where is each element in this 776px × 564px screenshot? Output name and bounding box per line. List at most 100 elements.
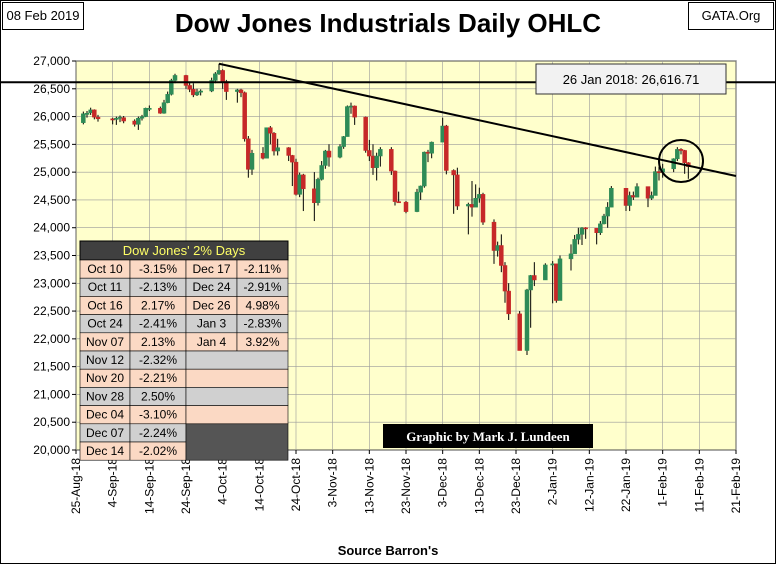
table-cell: -2.11% [244, 262, 281, 276]
candle [653, 166, 658, 196]
candle-body [422, 151, 427, 187]
candle-body [557, 258, 563, 301]
candle-body [550, 263, 555, 266]
candle-body [418, 185, 423, 193]
candle [95, 114, 101, 122]
table-row: Nov 07 2.13% Jan 4 3.92% [79, 332, 289, 352]
table-row: Nov 28 2.50% [79, 387, 289, 406]
candle [249, 149, 255, 175]
candle-body [554, 263, 559, 301]
candle-body [319, 165, 324, 180]
candle-body [323, 150, 328, 166]
table-cell: Dec 04 [86, 408, 124, 422]
candle [367, 139, 372, 162]
y-tick-label: 25,000 [33, 165, 70, 179]
candle-body [220, 70, 225, 82]
candle-body [213, 73, 218, 81]
reference-annotation: 26 Jan 2018: 26,616.71 [535, 63, 727, 95]
table-row: Oct 24 -2.41% Jan 3 -2.83% [79, 314, 289, 334]
y-axis: 20,000 20,500 21,000 21,500 22,000 22,500 23,0… [33, 54, 76, 457]
candle [554, 263, 559, 303]
candle [81, 111, 86, 125]
table-cell: 2.50% [141, 389, 175, 403]
table-row: Oct 11 -2.13% Dec 24 -2.91% [79, 277, 289, 297]
candle [678, 148, 684, 155]
x-tick-label: 13-Nov-18 [362, 458, 376, 514]
x-tick-label: 24-Oct-18 [289, 458, 303, 512]
candle-body [425, 151, 431, 154]
candle-body [466, 204, 471, 207]
x-tick-label: 23-Nov-18 [399, 458, 413, 514]
candle-body [601, 215, 607, 225]
x-tick-label: 4-Sep-18 [106, 458, 120, 508]
table-row: Nov 12 -2.32% [79, 350, 289, 370]
candle-body [110, 118, 115, 121]
candle [161, 99, 167, 114]
candle [414, 188, 420, 213]
candle-body [158, 107, 163, 114]
table-cell: -2.91% [243, 280, 281, 294]
candle [198, 89, 203, 96]
x-tick-label: 22-Jan-19 [619, 458, 633, 512]
candle-body [117, 116, 123, 119]
candle-body [172, 75, 178, 81]
candle-body [169, 80, 174, 95]
candle [114, 116, 119, 125]
candle [579, 227, 585, 245]
candle-body [583, 227, 588, 230]
candlestick-series [81, 63, 691, 355]
y-tick-label: 22,500 [33, 304, 70, 318]
candle-body [367, 150, 372, 157]
candle-body [634, 186, 640, 198]
candle [326, 144, 332, 167]
candle-body [623, 188, 629, 206]
trendline [218, 62, 737, 178]
candle-body [271, 132, 277, 152]
y-tick-label: 21,500 [33, 360, 70, 374]
candle-body [143, 107, 148, 117]
candle [143, 107, 148, 118]
y-tick-label: 23,500 [33, 249, 70, 263]
candle [451, 169, 456, 214]
candle-body [444, 125, 449, 171]
table-cell: -2.83% [243, 317, 281, 331]
candle-body [370, 155, 376, 168]
table-cell: Nov 20 [86, 371, 124, 385]
table-cell: Nov 12 [86, 353, 124, 367]
table-cell: -2.21% [139, 371, 177, 385]
candle-body [517, 313, 522, 351]
candle [352, 105, 357, 125]
candle-body [392, 170, 398, 202]
x-tick-label: 1-Feb-19 [656, 458, 670, 507]
y-tick-label: 22,000 [33, 332, 70, 346]
candle-body [260, 152, 266, 159]
site-label: GATA.Org [688, 2, 774, 30]
candle-body [194, 91, 200, 96]
candle-body [627, 195, 632, 206]
candle [297, 172, 302, 198]
candle-body [275, 147, 280, 152]
x-tick-label: 21-Feb-19 [729, 458, 743, 514]
candle [491, 219, 497, 264]
candle [502, 262, 508, 303]
table-cell: 2.17% [141, 298, 175, 312]
candle-body [499, 245, 504, 266]
y-tick-label: 24,000 [33, 221, 70, 235]
table-row: Dec 07 -2.24% [79, 423, 187, 443]
candle-body [568, 253, 574, 260]
candle [396, 191, 401, 204]
table-cell: Dec 24 [192, 280, 230, 294]
candle-body [114, 117, 119, 120]
highlight-circle [658, 139, 704, 184]
table-cell: -2.02% [139, 444, 177, 458]
x-tick-label: 14-Oct-18 [252, 458, 266, 512]
candle [572, 234, 577, 255]
x-tick-label: 11-Feb-19 [692, 458, 706, 513]
table-cell: -2.13% [139, 280, 177, 294]
candle-body [594, 228, 599, 233]
candle-body [389, 149, 394, 172]
candle [634, 183, 640, 198]
candle [337, 144, 343, 159]
candle-body [598, 223, 603, 233]
